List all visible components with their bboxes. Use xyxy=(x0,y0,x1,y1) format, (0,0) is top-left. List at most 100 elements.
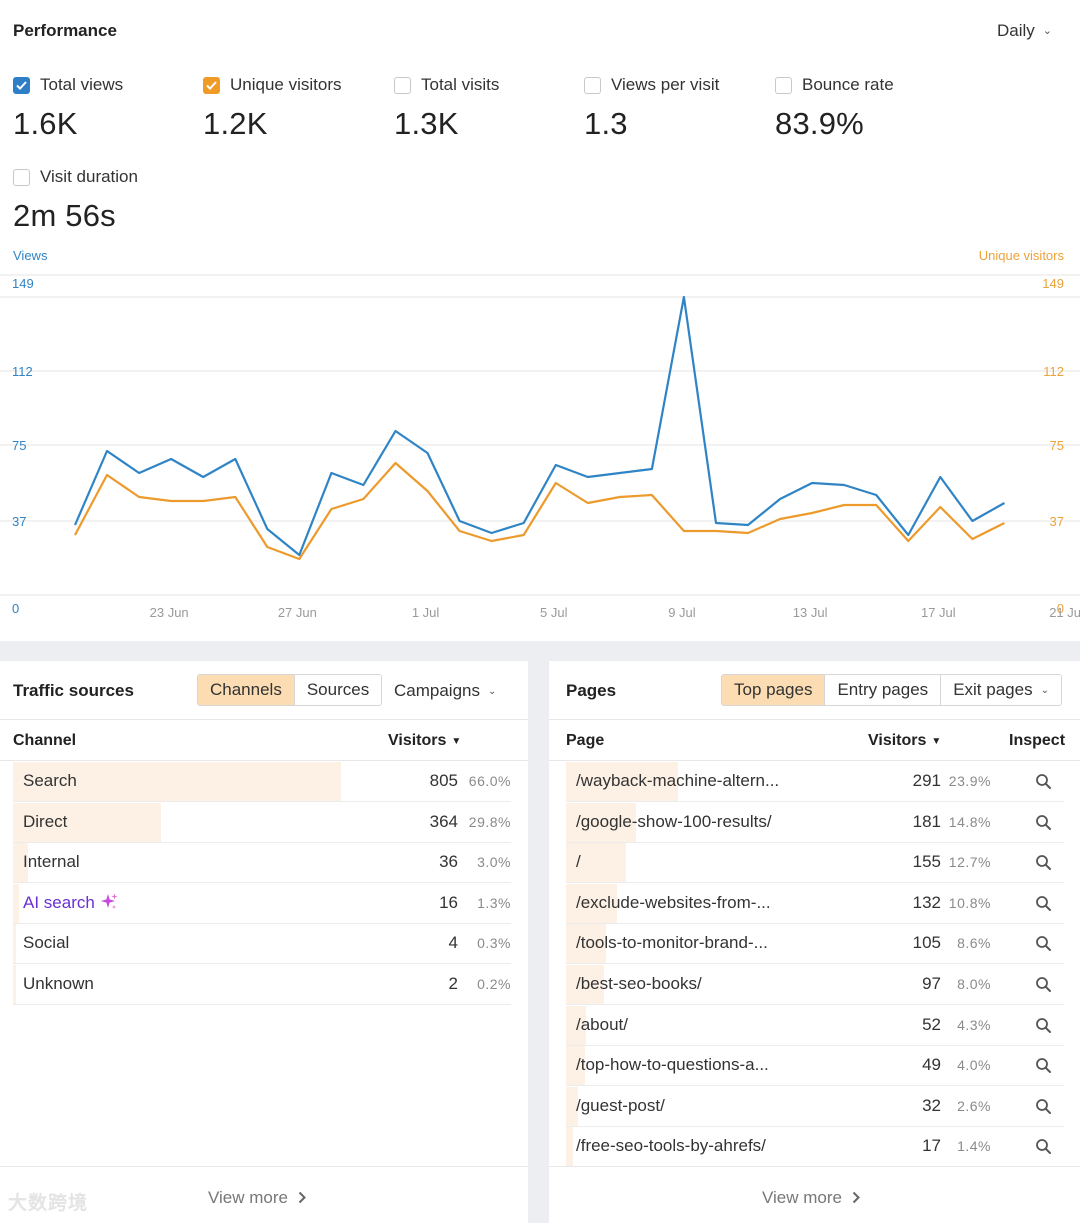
page-link[interactable]: /best-seo-books/ xyxy=(576,974,702,993)
section-divider xyxy=(0,641,1080,661)
page-link[interactable]: /about/ xyxy=(576,1014,628,1034)
divider xyxy=(0,1166,528,1167)
channel-label[interactable]: Unknown xyxy=(23,974,94,993)
channel-label[interactable]: Direct xyxy=(23,811,68,831)
visitors-value: 364 xyxy=(429,811,458,831)
exit-pages-label: Exit pages xyxy=(953,680,1033,699)
metric-toggle-total-visits[interactable]: Total visits xyxy=(394,74,574,96)
period-dropdown[interactable]: Daily ⌄ xyxy=(997,21,1052,41)
col-visitors-sort[interactable]: Visitors ▼ xyxy=(388,732,461,750)
traffic-view-more[interactable]: View more xyxy=(208,1188,306,1209)
tab-top-pages[interactable]: Top pages xyxy=(722,675,826,705)
page-link[interactable]: /top-how-to-questions-a... xyxy=(576,1055,769,1075)
checkbox-unchecked-icon[interactable] xyxy=(584,76,601,94)
metric-toggle-views-per-visit[interactable]: Views per visit xyxy=(584,74,764,96)
metric-bounce-rate: Bounce rate 83.9% xyxy=(775,74,955,142)
inspect-search-icon[interactable] xyxy=(1035,814,1052,831)
inspect-search-icon[interactable] xyxy=(1035,854,1052,871)
tab-sources[interactable]: Sources xyxy=(294,675,382,705)
metric-label: Unique visitors xyxy=(230,75,342,94)
inspect-search-icon[interactable] xyxy=(1035,1098,1052,1115)
exit-pages-dropdown[interactable]: Exit pages ⌄ xyxy=(941,675,1061,705)
series-line-unique-visitors[interactable] xyxy=(74,461,1005,561)
col-visitors-sort[interactable]: Visitors ▼ xyxy=(868,732,941,750)
channel-row[interactable]: Internal 36 3.0% xyxy=(13,842,511,884)
inspect-search-icon[interactable] xyxy=(1035,1138,1052,1155)
percent-value: 4.0% xyxy=(957,1057,991,1074)
inspect-search-icon[interactable] xyxy=(1035,1017,1052,1034)
checkbox-unchecked-icon[interactable] xyxy=(775,76,792,94)
page-row[interactable]: /guest-post/32 2.6% xyxy=(566,1086,1064,1127)
traffic-sources-title: Traffic sources xyxy=(13,681,134,700)
checkbox-unchecked-icon[interactable] xyxy=(13,168,30,186)
page-row[interactable]: / 155 12.7% xyxy=(566,842,1064,884)
channel-row[interactable]: Search 805 66.0% xyxy=(13,761,511,802)
visitors-value: 16 xyxy=(439,892,458,912)
page-link[interactable]: /free-seo-tools-by-ahrefs/ xyxy=(576,1136,766,1156)
page-row[interactable]: /exclude-websites-from-... 132 10.8% xyxy=(566,883,1064,924)
campaigns-dropdown[interactable]: Campaigns ⌄ xyxy=(394,681,496,701)
metric-value: 1.6K xyxy=(13,106,78,141)
x-tick-label: 27 Jun xyxy=(278,605,317,620)
page-link[interactable]: / xyxy=(576,852,581,872)
page-link[interactable]: /wayback-machine-altern... xyxy=(576,771,780,790)
tab-entry-pages[interactable]: Entry pages xyxy=(825,675,942,705)
metric-toggle-total-views[interactable]: Total views xyxy=(13,74,193,96)
share-bar xyxy=(566,1086,579,1126)
channel-row[interactable]: Direct 364 29.8% xyxy=(13,802,511,843)
metric-toggle-visit-duration[interactable]: Visit duration xyxy=(13,166,193,188)
visitors-value: 2 xyxy=(448,974,458,993)
channel-label[interactable]: Search xyxy=(23,771,77,790)
y-tick-left: 37 xyxy=(12,514,26,529)
page-row[interactable]: /best-seo-books/97 8.0% xyxy=(566,964,1064,1005)
metric-toggle-bounce-rate[interactable]: Bounce rate xyxy=(775,74,955,96)
metric-label: Total visits xyxy=(421,75,500,94)
page-row[interactable]: /free-seo-tools-by-ahrefs/17 1.4% xyxy=(566,1126,1064,1168)
inspect-search-icon[interactable] xyxy=(1035,935,1052,952)
visitors-value: 97 xyxy=(922,974,941,993)
y-tick-right: 0 xyxy=(1057,601,1064,616)
pages-view-more[interactable]: View more xyxy=(762,1188,860,1209)
traffic-sources-panel: Traffic sources Channels Sources Campaig… xyxy=(0,661,528,1223)
page-link[interactable]: /guest-post/ xyxy=(576,1095,665,1115)
series-line-views[interactable] xyxy=(73,295,1005,557)
campaigns-label: Campaigns xyxy=(394,681,480,700)
period-label: Daily xyxy=(996,21,1035,40)
performance-chart[interactable]: 0 0 37 37 75 75 112 112 149 149 23 Jun 27 Jun 1 Jul 5… xyxy=(0,262,1080,632)
channel-label[interactable]: AI search xyxy=(23,892,95,912)
traffic-tabs: Channels Sources xyxy=(197,674,383,706)
visitors-value: 36 xyxy=(439,852,458,872)
visitors-value: 52 xyxy=(922,1014,941,1034)
channel-row[interactable]: Unknown 2 0.2% xyxy=(13,964,511,1005)
inspect-search-icon[interactable] xyxy=(1035,1057,1052,1074)
y-tick-right: 75 xyxy=(1050,438,1064,453)
share-bar xyxy=(566,883,617,923)
channel-label[interactable]: Social xyxy=(23,933,70,953)
share-bar xyxy=(566,965,604,1004)
channel-label[interactable]: Internal xyxy=(23,852,80,872)
metric-value: 83.9% xyxy=(775,106,864,141)
watermark-logo: 大数跨境 xyxy=(8,1193,89,1214)
inspect-search-icon[interactable] xyxy=(1035,773,1052,790)
page-row[interactable]: /tools-to-monitor-brand-... 105 8.6% xyxy=(566,923,1064,965)
share-bar xyxy=(13,924,16,964)
metric-visit-duration: Visit duration 2m 56s xyxy=(13,166,193,234)
page-link[interactable]: /exclude-websites-from-... xyxy=(576,892,771,912)
inspect-search-icon[interactable] xyxy=(1035,976,1052,993)
page-link[interactable]: /tools-to-monitor-brand-... xyxy=(576,933,768,953)
inspect-search-icon[interactable] xyxy=(1035,895,1052,912)
page-link[interactable]: /google-show-100-results/ xyxy=(576,811,772,831)
checkbox-unchecked-icon[interactable] xyxy=(394,76,411,94)
visitors-value: 291 xyxy=(912,771,941,790)
checkbox-checked-icon[interactable] xyxy=(203,76,220,94)
page-row[interactable]: /top-how-to-questions-a... 49 4.0% xyxy=(566,1045,1064,1087)
channel-row[interactable]: Social 4 0.3% xyxy=(13,923,511,965)
metric-toggle-unique-visitors[interactable]: Unique visitors xyxy=(203,74,383,96)
page-row[interactable]: /wayback-machine-altern... 291 23.9% xyxy=(566,761,1064,802)
channel-row[interactable]: AI search 16 1.3% xyxy=(13,883,511,924)
page-row[interactable]: /google-show-100-results/181 14.8% xyxy=(566,802,1064,843)
checkbox-checked-icon[interactable] xyxy=(13,76,30,94)
page-row[interactable]: /about/52 4.3% xyxy=(566,1005,1064,1046)
tab-channels[interactable]: Channels xyxy=(198,675,295,705)
metric-label: Total views xyxy=(40,75,124,94)
